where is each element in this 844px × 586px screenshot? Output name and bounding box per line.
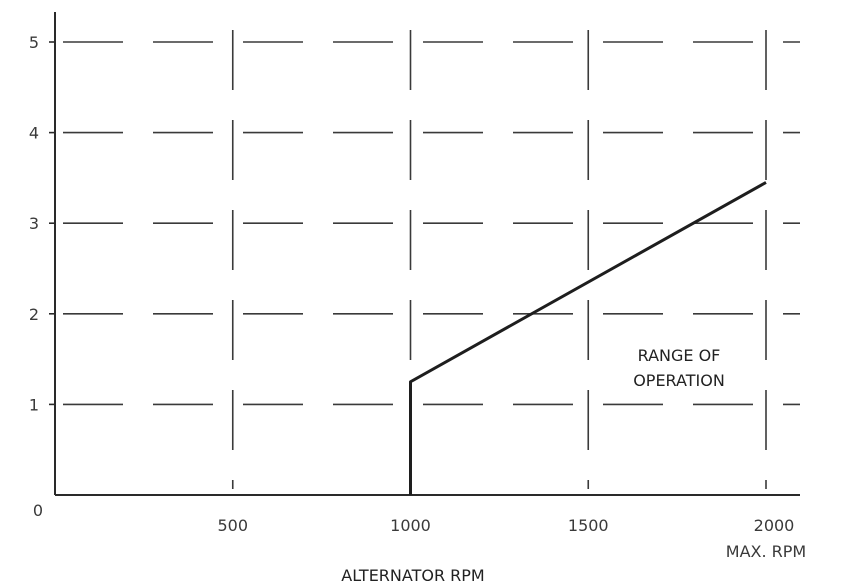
annotation-line-2: OPERATION — [633, 371, 725, 390]
axis-layer — [49, 12, 800, 496]
x-tick-label-500: 500 — [217, 516, 248, 535]
series-layer — [409, 181, 767, 495]
x-tick-label-1500: 1500 — [568, 516, 609, 535]
x-axis-label: ALTERNATOR RPM — [341, 566, 484, 585]
x-tick-sublabel: MAX. RPM — [726, 542, 806, 561]
y-tick-label-3: 3 — [29, 214, 39, 233]
annotation-line-1: RANGE OF — [638, 346, 721, 365]
y-tick-label-1: 1 — [29, 395, 39, 414]
y-tick-label-4: 4 — [29, 124, 39, 143]
series-line-0 — [409, 181, 767, 495]
y-tick-label-2: 2 — [29, 305, 39, 324]
x-tick-label-1000: 1000 — [390, 516, 431, 535]
label-layer: ALTERNATOR RPM MAX. RPM RANGE OF OPERATI… — [29, 33, 806, 585]
x-tick-label-2000: 2000 — [754, 516, 795, 535]
origin-label: 0 — [33, 501, 43, 520]
grid-layer — [63, 12, 800, 489]
y-tick-label-5: 5 — [29, 33, 39, 52]
